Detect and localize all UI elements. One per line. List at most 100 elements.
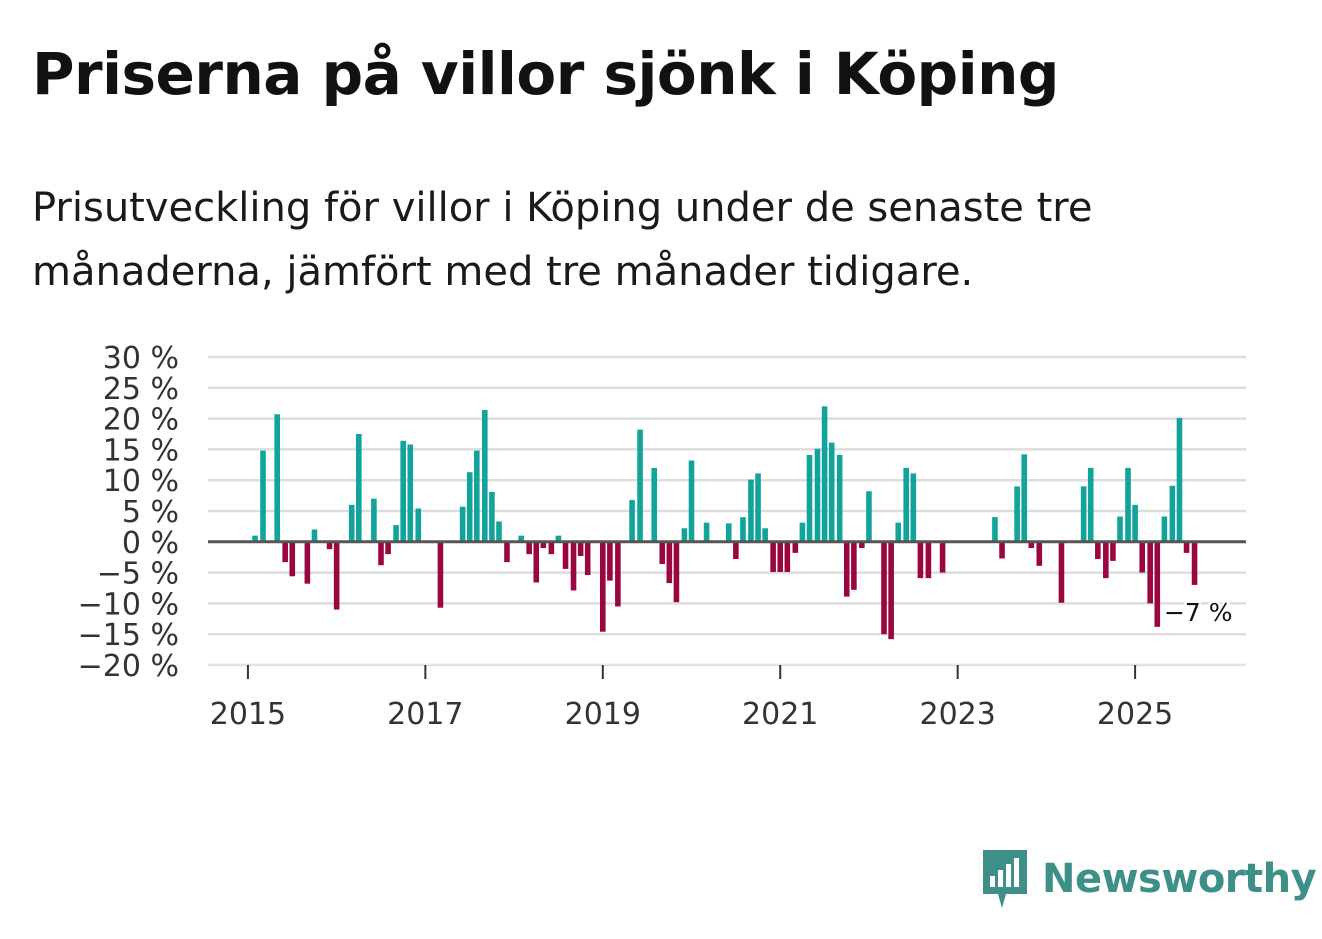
x-tick-label: 2017 — [387, 697, 463, 732]
bar — [733, 541, 739, 560]
y-tick-label: 25 % — [103, 372, 179, 407]
bar — [755, 473, 761, 542]
bar — [252, 535, 258, 542]
bar — [1103, 541, 1109, 579]
bar — [828, 442, 835, 542]
bar — [378, 541, 384, 566]
bar — [637, 429, 643, 542]
bar — [1169, 485, 1176, 542]
brand-name: Newsworthy — [1042, 856, 1317, 902]
chart-title: Priserna på villor sjönk i Köping — [32, 40, 1059, 108]
bar — [504, 541, 510, 563]
x-tick-label: 2019 — [565, 697, 641, 732]
bar — [917, 541, 924, 579]
bar — [348, 504, 355, 542]
bar — [555, 535, 562, 542]
bar — [673, 541, 680, 603]
bar — [1095, 541, 1101, 560]
bar — [371, 498, 377, 542]
bar — [992, 517, 998, 542]
bar — [304, 541, 311, 584]
bar — [533, 541, 540, 583]
bar — [400, 440, 406, 542]
bar — [1028, 541, 1035, 548]
bar — [562, 541, 569, 569]
bar — [806, 454, 813, 542]
bar — [843, 541, 850, 597]
bar — [385, 541, 391, 555]
y-tick-label: 0 % — [122, 526, 179, 561]
x-tick-label: 2021 — [742, 697, 818, 732]
bar — [888, 541, 894, 640]
bar — [459, 506, 466, 542]
bar — [1154, 541, 1161, 627]
bar — [740, 517, 746, 542]
bar — [770, 541, 776, 572]
bar — [814, 448, 821, 542]
bar — [1176, 417, 1183, 542]
y-tick-label: −5 % — [97, 557, 179, 592]
bar — [1125, 467, 1131, 542]
bar — [1132, 504, 1138, 542]
bar — [703, 522, 710, 542]
x-tick-label: 2015 — [210, 697, 286, 732]
bar — [851, 541, 857, 590]
newsworthy-logo-icon — [983, 850, 1027, 908]
bar — [681, 528, 688, 542]
x-tick-label: 2025 — [1097, 697, 1173, 732]
bar — [496, 521, 502, 542]
bar — [407, 444, 414, 542]
bar — [615, 541, 621, 607]
bar — [584, 541, 591, 576]
bar — [866, 491, 872, 542]
bar — [577, 541, 584, 556]
bar — [895, 522, 902, 542]
bar — [1161, 516, 1168, 542]
bar — [859, 541, 865, 548]
bar — [311, 529, 318, 542]
bar — [1036, 541, 1043, 566]
bar — [939, 541, 946, 573]
bar — [799, 522, 806, 542]
y-tick-label: −20 % — [78, 649, 179, 684]
bar — [260, 450, 266, 542]
bar — [1021, 454, 1028, 542]
bar — [540, 541, 547, 548]
bar — [526, 541, 532, 555]
bar — [1117, 516, 1123, 542]
bar — [599, 541, 606, 632]
bar — [748, 479, 754, 542]
bar — [1191, 541, 1198, 585]
y-tick-label: 10 % — [103, 464, 179, 499]
bar — [274, 414, 280, 542]
y-tick-label: −15 % — [78, 618, 179, 653]
bar — [999, 541, 1005, 559]
bar — [333, 541, 340, 610]
bar — [688, 460, 695, 542]
bar — [1183, 541, 1190, 553]
bar — [1080, 486, 1087, 542]
bar — [903, 467, 910, 542]
x-tick-label: 2023 — [919, 697, 995, 732]
bar — [289, 541, 296, 577]
bar — [489, 491, 495, 542]
bars — [252, 406, 1198, 640]
x-axis-ticks: 2015 2017 2019 2021 2023 2025 — [210, 665, 1173, 732]
bar — [437, 541, 444, 608]
bar — [393, 525, 399, 542]
bar — [725, 523, 732, 542]
bar — [1147, 541, 1153, 604]
bar — [356, 434, 362, 542]
bar — [777, 541, 784, 572]
bar — [784, 541, 791, 572]
bar — [910, 473, 917, 542]
y-tick-label: −10 % — [78, 587, 179, 622]
bar — [1110, 541, 1116, 561]
bar — [548, 541, 555, 555]
bar — [518, 535, 524, 542]
bar — [1058, 541, 1065, 603]
bar — [629, 499, 635, 542]
bar — [881, 541, 887, 635]
bar — [836, 454, 843, 542]
